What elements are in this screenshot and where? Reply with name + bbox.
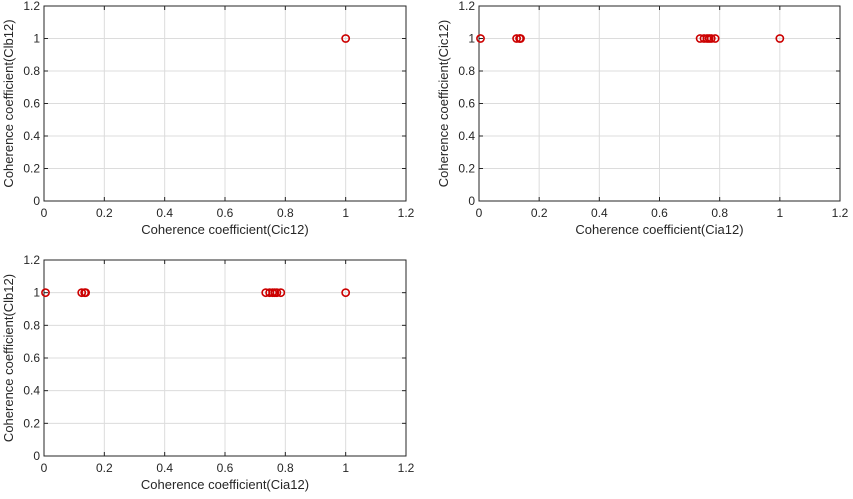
y-tick-label: 1 [33,32,40,46]
axes-box [43,259,407,457]
data-point [775,34,785,43]
x-tick-label: 0 [41,461,48,475]
y-tick-label: 0.8 [458,64,475,78]
x-axis-label: Coherence coefficient(Cia12) [575,222,743,237]
x-axis-label: Coherence coefficient(Cia12) [141,477,309,492]
x-tick-label: 0.2 [531,206,548,220]
subplot-cic12-vs-cia12: 0 0.2 0.4 0.6 0.8 1 1.2 0 0.2 0.4 0.6 0.8 1 1.2 Cohere… [436,0,849,237]
axes-box [478,5,841,202]
y-axis-label: Coherence coefficient(Clb12) [1,19,16,187]
data-point [41,288,50,298]
y-tick-label: 1.2 [458,0,475,13]
data-point [341,34,351,43]
x-tick-label: 0 [41,206,48,220]
x-tick-label: 0.6 [217,461,234,475]
y-tick-label: 0.6 [23,97,40,111]
y-tick-label: 0.2 [23,162,40,176]
y-tick-label: 0.4 [23,129,40,143]
data-point [77,288,87,298]
subplot-clb12-vs-cic12: 0 0.2 0.4 0.6 0.8 1 1.2 0 0.2 0.4 0.6 0.8 1 1.2 Cohere… [1,0,415,237]
y-tick-label: 0.2 [23,416,40,430]
x-tick-label: 1.2 [398,206,415,220]
x-tick-label: 0.6 [217,206,234,220]
x-tick-label: 0.4 [156,206,173,220]
data-point [341,288,351,298]
x-tick-label: 1 [342,206,349,220]
y-tick-label: 1.2 [23,253,40,267]
x-tick-label: 1.2 [832,206,849,220]
y-tick-label: 0.4 [458,129,475,143]
x-tick-label: 0.2 [96,461,113,475]
y-axis-label: Coherence coefficient(Cic12) [436,20,451,187]
x-tick-label: 0.8 [277,206,294,220]
x-tick-label: 0.2 [96,206,113,220]
y-tick-label: 0.8 [23,318,40,332]
x-tick-label: 0.8 [711,206,728,220]
data-point [81,288,91,298]
x-tick-label: 0.8 [277,461,294,475]
data-point [276,288,286,298]
data-point [516,34,525,43]
y-tick-label: 0.2 [458,162,475,176]
y-tick-label: 0.8 [23,64,40,78]
x-tick-label: 1 [342,461,349,475]
y-tick-label: 1.2 [23,0,40,13]
x-tick-label: 1 [776,206,783,220]
x-tick-label: 0.4 [591,206,608,220]
x-tick-label: 1.2 [398,461,415,475]
subplot-clb12-vs-cia12: 0 0.2 0.4 0.6 0.8 1 1.2 0 0.2 0.4 0.6 0.8 1 1.2 Cohere… [1,253,415,492]
data-point [512,34,522,43]
y-tick-label: 1 [33,286,40,300]
data-point [476,34,485,43]
y-tick-label: 0 [33,194,40,208]
y-tick-label: 1 [468,32,475,46]
y-tick-label: 0.4 [23,384,40,398]
y-axis-label: Coherence coefficient(Clb12) [1,274,16,442]
x-tick-label: 0.6 [651,206,668,220]
x-axis-label: Coherence coefficient(Cic12) [141,222,308,237]
y-tick-label: 0.6 [23,351,40,365]
data-point [272,288,282,298]
y-tick-label: 0 [468,194,475,208]
y-tick-label: 0.6 [458,97,475,111]
data-point [706,34,716,43]
axes-box [43,5,407,202]
y-tick-label: 0 [33,449,40,463]
x-tick-label: 0 [476,206,483,220]
x-tick-label: 0.4 [156,461,173,475]
data-point [710,34,720,43]
